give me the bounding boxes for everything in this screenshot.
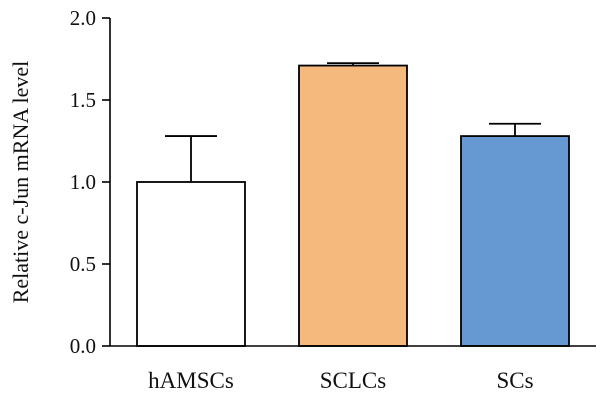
x-tick-label: SCs: [496, 368, 533, 393]
y-tick-label: 0.0: [70, 334, 96, 358]
y-axis-label: Relative c-Jun mRNA level: [8, 61, 33, 304]
x-tick-label: SCLCs: [320, 368, 387, 393]
y-tick-label: 1.0: [70, 170, 96, 194]
chart-marks: [136, 62, 570, 347]
y-tick-label: 2.0: [70, 6, 96, 30]
y-axis-ticks: 0.0 0.5 1.0 1.5 2.0: [70, 6, 110, 358]
bar-scs: [460, 135, 570, 347]
x-axis-labels: hAMSCs SCLCs SCs: [148, 368, 533, 393]
x-tick-label: hAMSCs: [148, 368, 234, 393]
bar-sclcs: [298, 64, 408, 347]
y-tick-label: 1.5: [70, 88, 96, 112]
y-tick-label: 0.5: [70, 252, 96, 276]
bar-hamscs: [136, 181, 246, 347]
